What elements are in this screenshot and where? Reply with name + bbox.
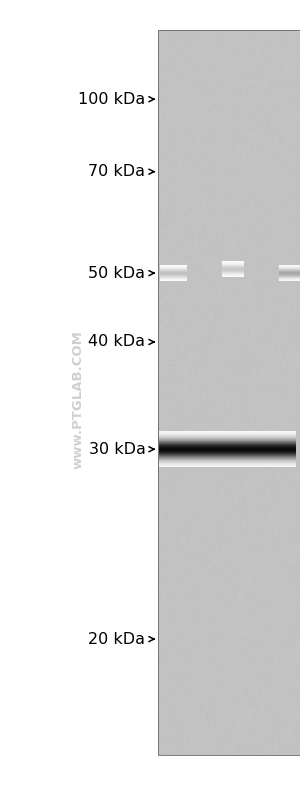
Text: 30 kDa: 30 kDa	[88, 442, 146, 457]
Text: 100 kDa: 100 kDa	[78, 92, 146, 107]
Text: www.PTGLAB.COM: www.PTGLAB.COM	[71, 330, 85, 469]
Text: 50 kDa: 50 kDa	[88, 265, 146, 280]
Text: 20 kDa: 20 kDa	[88, 631, 146, 646]
Bar	[158, 30, 300, 755]
Text: 40 kDa: 40 kDa	[88, 335, 146, 349]
Text: 70 kDa: 70 kDa	[88, 164, 146, 179]
